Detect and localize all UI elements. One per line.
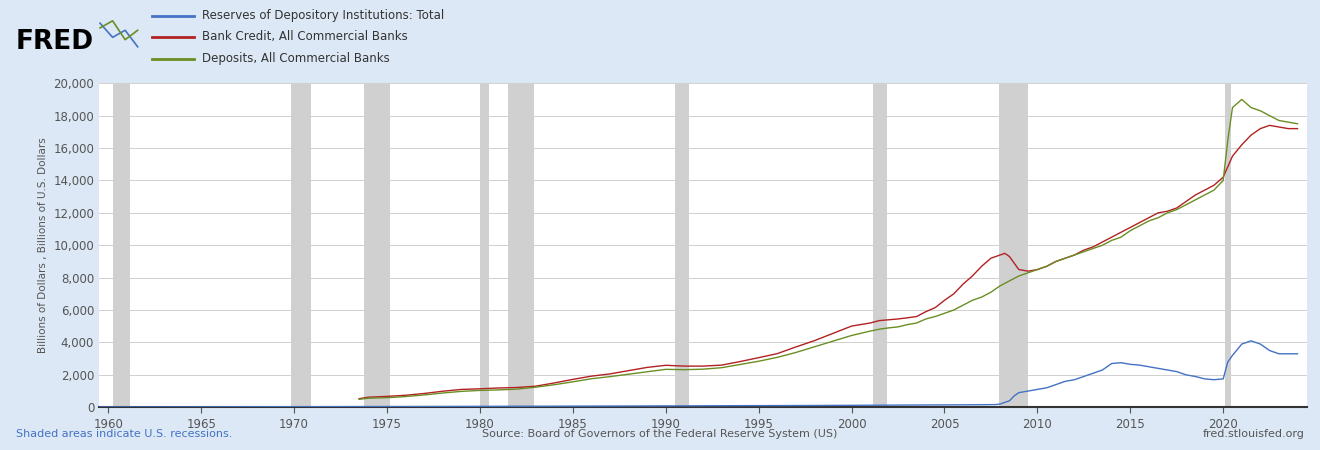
Bar: [1225, 83, 1232, 407]
Y-axis label: Billions of Dollars , Billions of U.S. Dollars: Billions of Dollars , Billions of U.S. D…: [38, 137, 48, 353]
Text: FRED: FRED: [16, 29, 94, 55]
Bar: [480, 83, 490, 407]
Text: Bank Credit, All Commercial Banks: Bank Credit, All Commercial Banks: [202, 31, 408, 43]
Text: Shaded areas indicate U.S. recessions.: Shaded areas indicate U.S. recessions.: [16, 429, 232, 439]
Text: Source: Board of Governors of the Federal Reserve System (US): Source: Board of Governors of the Federa…: [482, 429, 838, 439]
Bar: [874, 83, 887, 407]
Bar: [114, 83, 131, 407]
Bar: [508, 83, 535, 407]
Text: Reserves of Depository Institutions: Total: Reserves of Depository Institutions: Tot…: [202, 9, 445, 22]
Bar: [999, 83, 1028, 407]
Bar: [364, 83, 391, 407]
Text: Deposits, All Commercial Banks: Deposits, All Commercial Banks: [202, 52, 389, 65]
Bar: [675, 83, 689, 407]
Bar: [290, 83, 312, 407]
Text: fred.stlouisfed.org: fred.stlouisfed.org: [1203, 429, 1304, 439]
